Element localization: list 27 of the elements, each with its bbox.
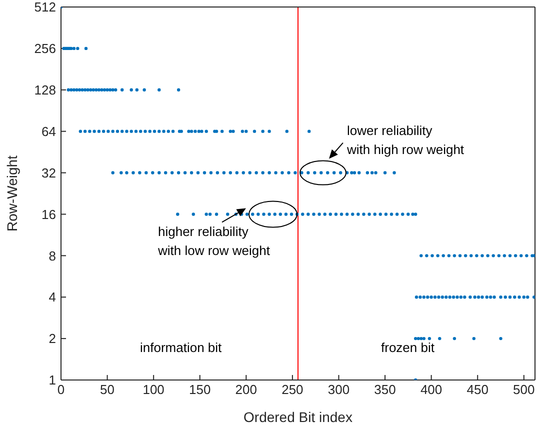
y-tick-label: 8 <box>48 248 56 264</box>
x-tick-label: 200 <box>235 382 258 398</box>
x-axis-title: Ordered Bit index <box>244 409 352 425</box>
annotation: information bit <box>140 340 222 355</box>
y-tick-label: 512 <box>34 0 56 15</box>
y-axis-title: Row-Weight <box>4 155 20 232</box>
y-tick-label: 16 <box>42 206 56 222</box>
x-tick-label: 0 <box>57 382 65 398</box>
x-tick-label: 450 <box>466 382 488 398</box>
x-tick-label: 400 <box>420 382 442 398</box>
y-tick-label: 256 <box>34 41 56 56</box>
x-tick-label: 250 <box>282 382 304 398</box>
annotation: frozen bit <box>381 340 434 355</box>
x-tick-label: 50 <box>100 382 115 398</box>
annotation: lower reliability with high row weight <box>346 122 464 157</box>
y-tick-label: 1 <box>48 372 56 388</box>
x-tick-label: 350 <box>374 382 396 398</box>
x-tick-label: 100 <box>142 382 164 398</box>
y-tick-label: 128 <box>34 82 56 98</box>
y-tick-label: 2 <box>48 331 56 346</box>
annotation: higher reliability with low row weight <box>157 224 270 258</box>
x-tick-label: 150 <box>189 382 211 398</box>
y-tick-label: 32 <box>42 165 56 180</box>
y-tick-label: 4 <box>48 290 56 305</box>
y-tick-label: 64 <box>42 124 56 139</box>
x-tick-label: 300 <box>328 382 350 398</box>
x-tick-label: 500 <box>513 382 535 398</box>
